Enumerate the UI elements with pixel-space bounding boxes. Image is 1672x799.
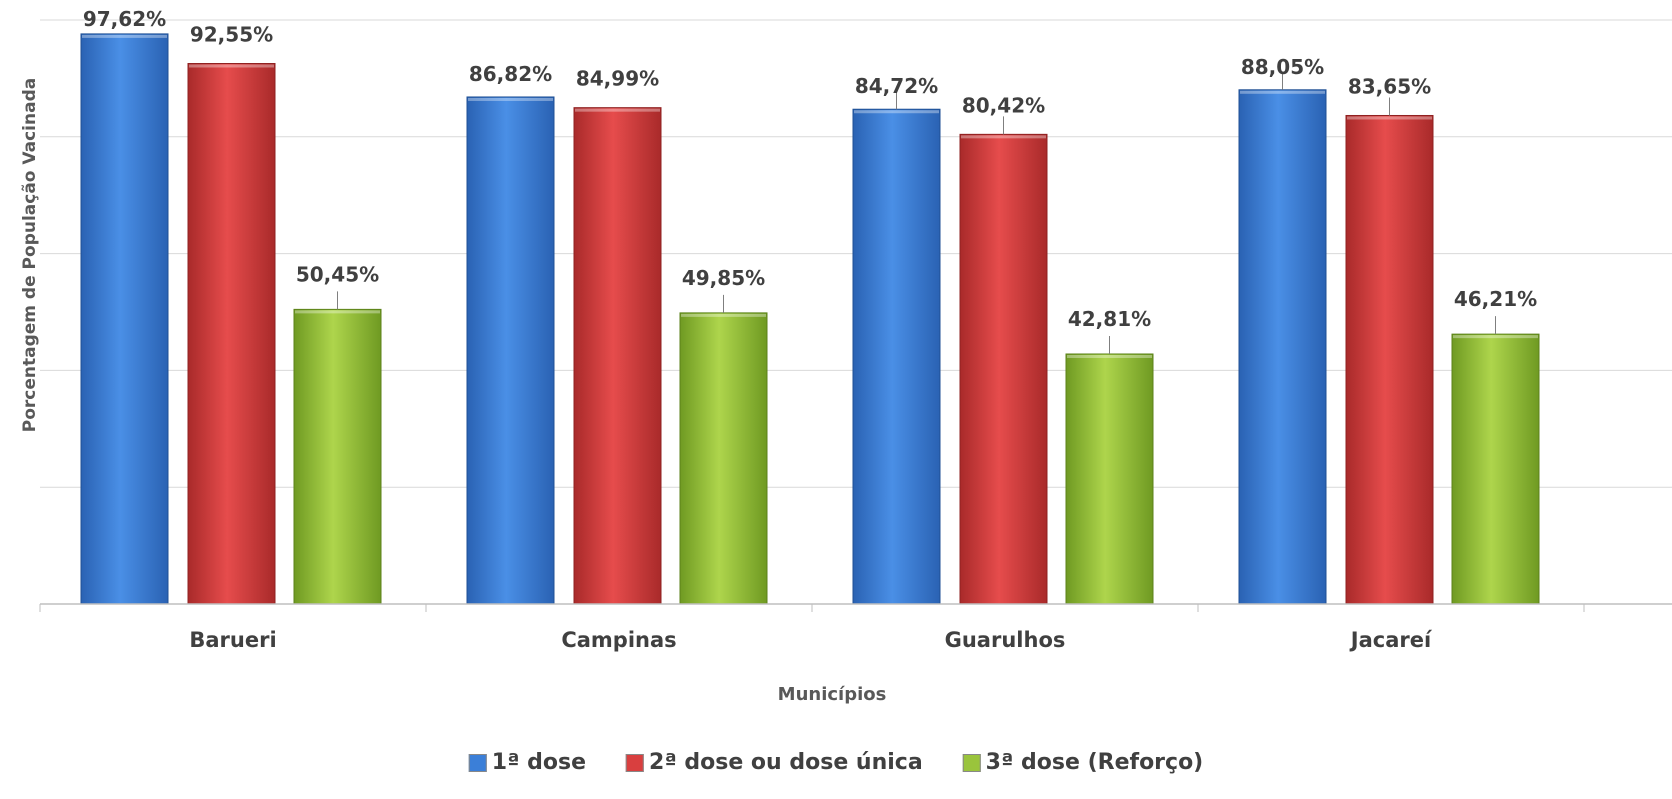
data-label: 88,05% (1241, 55, 1324, 79)
data-label: 50,45% (296, 262, 379, 286)
data-label: 49,85% (682, 266, 765, 290)
legend: 1ª dose 2ª dose ou dose única 3ª dose (R… (468, 750, 1204, 775)
bar-campinas-series-3 (679, 312, 768, 605)
bar-highlight (575, 108, 660, 112)
data-label: 97,62% (83, 7, 166, 31)
bar-highlight (681, 313, 766, 317)
x-tick-label: Guarulhos (945, 628, 1066, 652)
bar-guarulhos-series-1 (852, 108, 941, 605)
bar-highlight (961, 135, 1046, 139)
data-label: 84,72% (855, 74, 938, 98)
bar-guarulhos-series-3 (1065, 353, 1154, 605)
bar-jacareí-series-1 (1238, 89, 1327, 605)
bar-campinas-series-2 (573, 107, 662, 605)
x-axis-title: Municípios (777, 684, 887, 705)
bar-highlight (82, 34, 167, 38)
legend-label: 1ª dose (491, 750, 587, 775)
bar-barueri-series-2 (187, 63, 276, 605)
data-label: 46,21% (1454, 287, 1537, 311)
legend-label: 3ª dose (Reforço) (985, 750, 1204, 775)
data-label: 83,65% (1348, 74, 1431, 98)
bar-highlight (468, 97, 553, 101)
x-tick-label: Jacareí (1349, 628, 1433, 652)
legend-item-1a-dose: 1ª dose (468, 750, 587, 775)
legend-item-3a-dose: 3ª dose (Reforço) (962, 750, 1204, 775)
bar-campinas-series-1 (466, 96, 555, 605)
bar-barueri-series-1 (80, 33, 169, 605)
data-label: 84,99% (576, 67, 659, 91)
bar-guarulhos-series-2 (959, 133, 1048, 605)
data-label: 86,82% (469, 62, 552, 86)
y-axis-title: Porcentagem de População Vacinada (20, 77, 40, 433)
data-label: 80,42% (962, 93, 1045, 117)
data-labels: 97,62% 92,55% 50,45% 86,82% 84,99% 49,85% 84,7… (83, 7, 1537, 354)
data-label: 92,55% (190, 23, 273, 47)
bar-highlight (1067, 354, 1152, 358)
legend-swatch-blue (468, 753, 487, 772)
legend-item-2a-dose: 2ª dose ou dose única (626, 750, 923, 775)
bar-highlight (1347, 116, 1432, 120)
bar-highlight (854, 110, 939, 114)
x-axis: Barueri Campinas Guarulhos Jacareí (39, 603, 1672, 652)
bar-highlight (1240, 90, 1325, 94)
legend-label: 2ª dose ou dose única (649, 750, 923, 775)
legend-swatch-red (626, 753, 645, 772)
bar-barueri-series-3 (293, 308, 382, 605)
bar-jacareí-series-2 (1345, 114, 1434, 605)
bars (80, 33, 1540, 605)
x-tick-label: Barueri (189, 628, 276, 652)
bar-jacareí-series-3 (1451, 333, 1540, 605)
bar-highlight (295, 310, 380, 314)
x-tick-label: Campinas (561, 628, 676, 652)
bar-highlight (1453, 335, 1538, 339)
legend-swatch-green (962, 753, 981, 772)
bar-highlight (189, 64, 274, 68)
data-label: 42,81% (1068, 307, 1151, 331)
